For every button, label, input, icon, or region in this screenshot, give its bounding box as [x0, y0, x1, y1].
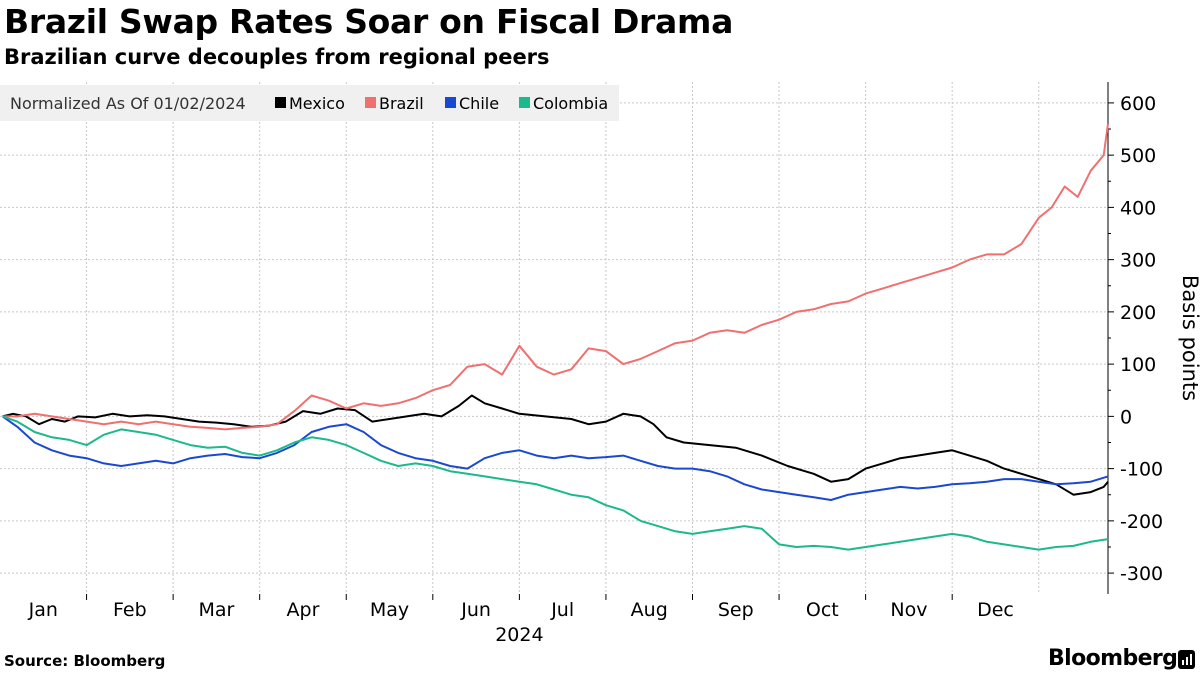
x-tick-label: Dec	[977, 599, 1014, 621]
legend-swatch-brazil	[365, 97, 376, 108]
x-tick-label: May	[370, 599, 409, 621]
x-tick-label: Feb	[113, 599, 147, 621]
y-tick-label: 0	[1120, 406, 1132, 428]
x-tick-label: Jul	[550, 599, 574, 621]
bloomberg-terminal-icon	[1178, 650, 1195, 669]
y-tick-label: -100	[1120, 459, 1163, 481]
y-tick-label: 100	[1120, 354, 1156, 376]
y-tick-label: -300	[1120, 563, 1163, 585]
legend-title: Normalized As Of 01/02/2024	[10, 94, 246, 113]
legend-swatch-mexico	[275, 97, 286, 108]
x-tick-label: Sep	[718, 599, 754, 621]
axes: 600 500 400 300 200 100 0 -100 -200 -300 Basis poi…	[28, 82, 1200, 646]
legend-background	[0, 85, 619, 121]
series-line-chile	[2, 415, 1109, 501]
y-tick-label: 500	[1120, 145, 1156, 167]
x-tick-label: Aug	[631, 599, 668, 621]
chart-subtitle: Brazilian curve decouples from regional …	[4, 45, 550, 69]
legend-label-colombia: Colombia	[533, 94, 608, 113]
y-axis-title: Basis points	[1178, 275, 1200, 401]
bloomberg-logo: Bloomberg	[1048, 646, 1178, 671]
gridlines	[0, 82, 1108, 594]
y-tick-label: 200	[1120, 302, 1156, 324]
series-lines	[2, 123, 1109, 551]
legend-label-chile: Chile	[459, 94, 499, 113]
x-tick-label: Jun	[460, 599, 491, 621]
y-tick-label: 600	[1120, 93, 1156, 115]
legend-swatch-colombia	[519, 97, 530, 108]
legend: Normalized As Of 01/02/2024 Mexico Brazil C…	[0, 85, 619, 121]
x-axis-title: 2024	[495, 624, 543, 646]
series-line-colombia	[2, 415, 1109, 551]
y-tick-label: -200	[1120, 511, 1163, 533]
x-tick-label: Oct	[806, 599, 839, 621]
x-tick-label: Nov	[890, 599, 927, 621]
legend-label-brazil: Brazil	[379, 94, 424, 113]
x-tick-label: Apr	[287, 599, 320, 621]
source-note: Source: Bloomberg	[4, 652, 166, 670]
series-line-mexico	[2, 394, 1109, 496]
series-line-brazil	[2, 123, 1109, 431]
chart-title: Brazil Swap Rates Soar on Fiscal Drama	[4, 2, 734, 41]
legend-swatch-chile	[445, 97, 456, 108]
x-tick-label: Mar	[198, 599, 234, 621]
legend-label-mexico: Mexico	[289, 94, 345, 113]
x-tick-label: Jan	[28, 599, 58, 621]
y-tick-label: 400	[1120, 197, 1156, 219]
y-tick-label: 300	[1120, 250, 1156, 272]
